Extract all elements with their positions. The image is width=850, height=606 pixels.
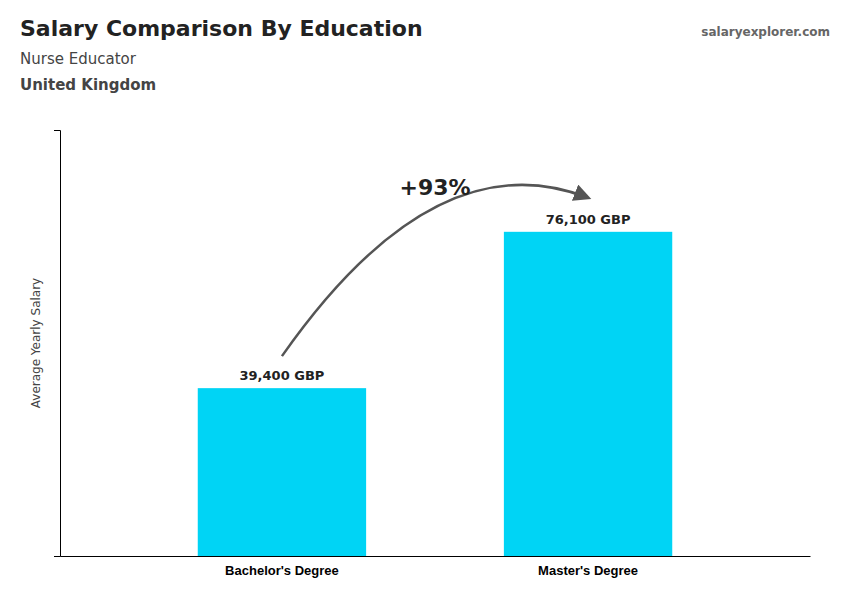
- x-tick-label: Master's Degree: [538, 563, 638, 578]
- plot: Bachelor's Degree Master's Degree 39,400 G…: [54, 131, 811, 579]
- chart: Salary Comparison By Education Nurse Educ…: [0, 0, 850, 606]
- country: United Kingdom: [20, 76, 156, 94]
- x-axis-line: [61, 556, 811, 557]
- bar: [504, 232, 672, 556]
- data-labels: 39,400 GBP 76,100 GBP: [240, 212, 631, 383]
- subtitle: Nurse Educator: [20, 50, 137, 68]
- change-label: +93%: [399, 175, 470, 200]
- data-label: 39,400 GBP: [240, 368, 325, 383]
- x-tick-label: Bachelor's Degree: [225, 563, 339, 578]
- x-axis: Bachelor's Degree Master's Degree: [61, 557, 811, 579]
- data-label: 76,100 GBP: [546, 212, 631, 227]
- y-axis-title: Average Yearly Salary: [29, 278, 43, 408]
- bars: [198, 232, 672, 556]
- x-tick: Bachelor's Degree: [225, 563, 339, 578]
- change-arrow: [282, 185, 588, 356]
- x-tick: Master's Degree: [538, 563, 638, 578]
- source: salaryexplorer.com: [701, 25, 830, 39]
- bar: [198, 388, 366, 556]
- y-axis: [54, 131, 61, 557]
- title: Salary Comparison By Education: [20, 16, 423, 41]
- y-axis-line: [54, 131, 61, 557]
